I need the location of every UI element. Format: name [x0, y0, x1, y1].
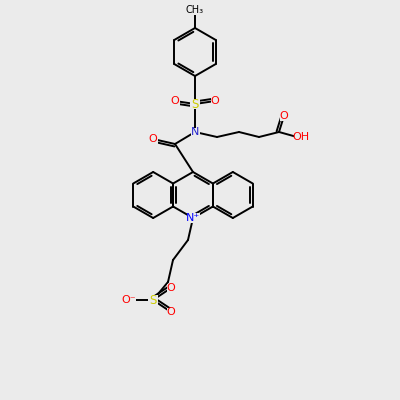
Bar: [122, 296, 136, 304]
Text: O⁻: O⁻: [122, 295, 136, 305]
Text: O: O: [280, 111, 288, 121]
Text: O: O: [167, 307, 175, 317]
Text: O: O: [167, 283, 175, 293]
Bar: [210, 96, 220, 106]
Text: S: S: [149, 294, 157, 306]
Text: N⁺: N⁺: [186, 213, 200, 223]
Text: N: N: [191, 127, 199, 137]
Bar: [166, 284, 176, 292]
Text: S: S: [191, 98, 199, 110]
Text: O: O: [211, 96, 219, 106]
Bar: [190, 128, 200, 136]
Bar: [280, 112, 288, 120]
Text: O: O: [171, 96, 179, 106]
Text: O: O: [149, 134, 157, 144]
Bar: [294, 132, 308, 142]
Text: CH₃: CH₃: [186, 5, 204, 15]
Bar: [148, 295, 158, 305]
Bar: [186, 213, 200, 223]
Bar: [170, 96, 180, 106]
Bar: [190, 99, 200, 109]
Bar: [166, 308, 176, 316]
Bar: [186, 6, 204, 14]
Bar: [148, 134, 158, 144]
Text: OH: OH: [292, 132, 310, 142]
